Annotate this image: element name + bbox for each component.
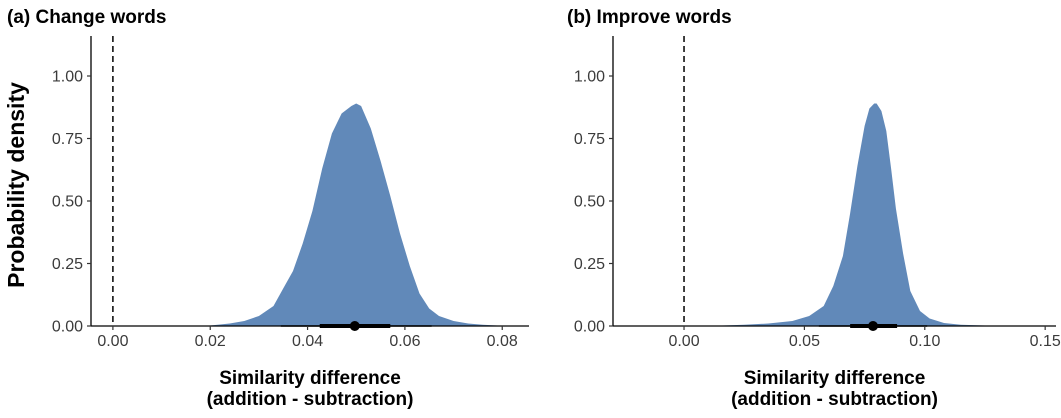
x-tick-label: 0.02 — [195, 333, 226, 350]
x-tick-label: 0.15 — [1030, 333, 1061, 350]
x-tick-label: 0.04 — [292, 333, 323, 350]
x-axis-title: (addition - subtraction) — [731, 389, 938, 410]
y-tick-label: 0.00 — [574, 319, 605, 336]
panel-title: (b) Improve words — [567, 7, 732, 28]
y-tick-label: 0.75 — [52, 131, 83, 148]
x-tick-label: 0.06 — [389, 333, 420, 350]
y-tick-label: 1.00 — [52, 69, 83, 86]
y-tick-label: 0.25 — [52, 256, 83, 273]
density-area — [205, 103, 512, 326]
y-tick-label: 0.75 — [574, 131, 605, 148]
panel-title: (a) Change words — [7, 7, 166, 28]
x-tick-label: 0.08 — [487, 333, 518, 350]
y-axis-title: Probability density — [3, 82, 29, 288]
panel-a: (a) Change words 0.00 0.25 0.50 0.75 1.00 0.00… — [7, 7, 529, 410]
x-tick-label: 0.10 — [909, 333, 940, 350]
y-tick-label: 1.00 — [574, 69, 605, 86]
y-tick-label: 0.25 — [574, 256, 605, 273]
x-axis-title: Similarity difference — [219, 368, 401, 389]
panel-b: (b) Improve words 0.00 0.25 0.50 0.75 1.00 0.0… — [567, 7, 1061, 410]
y-tick-label: 0.50 — [574, 194, 605, 211]
x-tick-label: 0.00 — [668, 333, 699, 350]
density-area — [708, 103, 1010, 326]
x-tick-label: 0.05 — [789, 333, 820, 350]
y-tick-label: 0.50 — [52, 194, 83, 211]
x-axis-title: (addition - subtraction) — [207, 389, 414, 410]
x-axis-title: Similarity difference — [744, 368, 926, 389]
y-tick-label: 0.00 — [52, 319, 83, 336]
x-tick-label: 0.00 — [97, 333, 128, 350]
